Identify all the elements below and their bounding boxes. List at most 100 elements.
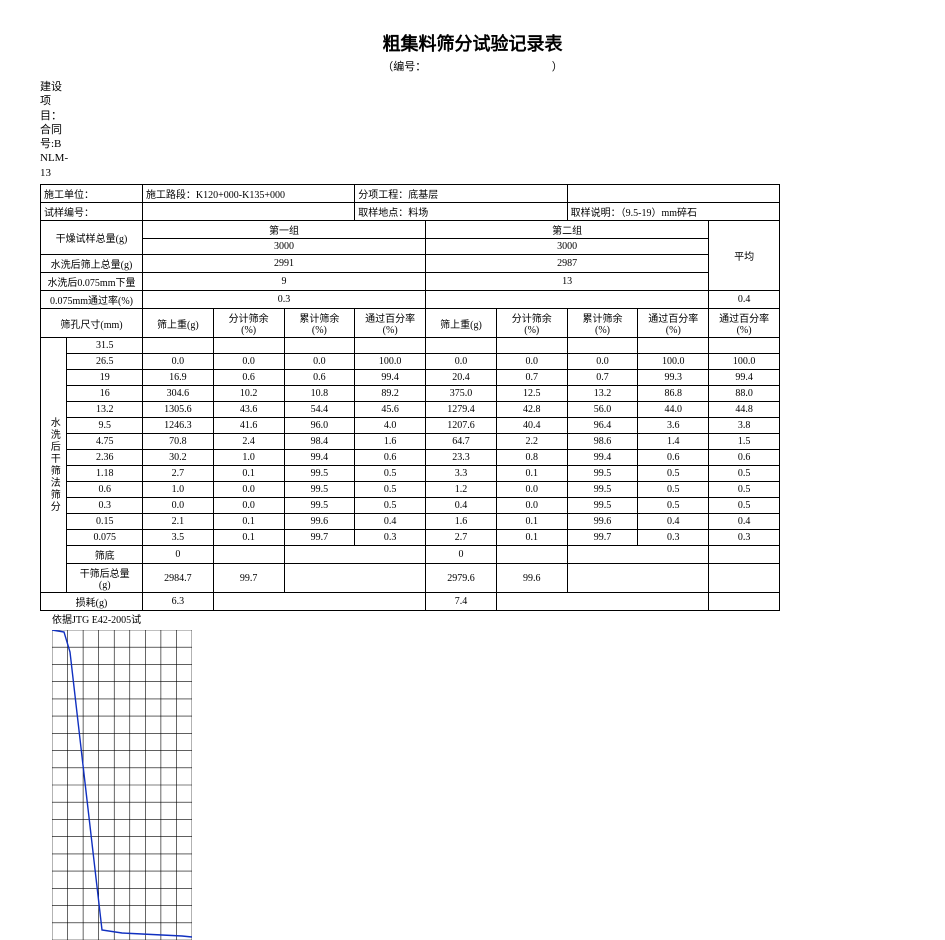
chart-area: 依据JTG E42-2005试	[52, 611, 192, 940]
id-open: （编号：	[382, 61, 426, 73]
data-cell: 99.5	[567, 466, 638, 482]
data-cell: 0.6	[638, 450, 709, 466]
data-cell: 0.8	[496, 450, 567, 466]
data-cell: 86.8	[638, 386, 709, 402]
data-cell: 0.0	[213, 482, 284, 498]
data-cell: 44.0	[638, 402, 709, 418]
col-header: 分计筛余(%)	[496, 309, 567, 338]
sieve-size: 26.5	[67, 354, 142, 370]
summary-val: 2987	[426, 255, 709, 273]
summary-val	[426, 291, 709, 309]
data-cell: 99.6	[284, 514, 355, 530]
data-cell: 42.8	[496, 402, 567, 418]
avg-value: 0.4	[709, 291, 780, 309]
data-cell: 1.5	[709, 434, 780, 450]
data-cell: 0.4	[709, 514, 780, 530]
summary-label: 水洗后筛上总量(g)	[41, 255, 143, 273]
data-cell: 99.3	[638, 370, 709, 386]
data-cell: 89.2	[355, 386, 426, 402]
meta-line: 目：	[40, 109, 905, 123]
data-cell	[496, 546, 567, 564]
sieve-size: 0.6	[67, 482, 142, 498]
data-cell: 2979.6	[426, 564, 497, 593]
avg-header: 平均	[709, 221, 780, 291]
data-cell: 3.5	[142, 530, 213, 546]
side-label: 水洗后干筛法筛分	[41, 338, 67, 593]
data-cell: 0.7	[496, 370, 567, 386]
data-cell: 88.0	[709, 386, 780, 402]
meta-line: 项	[40, 94, 905, 108]
data-cell: 1.4	[638, 434, 709, 450]
data-cell: 23.3	[426, 450, 497, 466]
data-cell: 0.6	[355, 450, 426, 466]
sieve-size: 0.3	[67, 498, 142, 514]
sieve-size: 19	[67, 370, 142, 386]
data-cell: 99.4	[567, 450, 638, 466]
data-cell: 99.6	[567, 514, 638, 530]
data-cell: 99.5	[567, 498, 638, 514]
summary-val: 3000	[142, 239, 425, 255]
blank-cell	[709, 593, 780, 611]
blank-cell	[567, 564, 709, 593]
data-cell: 0.5	[709, 482, 780, 498]
data-cell: 44.8	[709, 402, 780, 418]
data-cell: 0.0	[284, 354, 355, 370]
summary-label: 干燥试样总量(g)	[41, 221, 143, 255]
data-cell: 43.6	[213, 402, 284, 418]
data-cell: 375.0	[426, 386, 497, 402]
data-cell: 3.8	[709, 418, 780, 434]
meta-line: 建设	[40, 80, 905, 94]
data-cell: 99.5	[567, 482, 638, 498]
data-cell: 13.2	[567, 386, 638, 402]
data-cell: 0.5	[638, 466, 709, 482]
summary-val: 3000	[426, 239, 709, 255]
sieve-size: 2.36	[67, 450, 142, 466]
meta-block: 建设 项 目： 合同 号:B NLM- 13	[40, 80, 905, 180]
col-header: 筛上重(g)	[426, 309, 497, 338]
data-cell: 99.5	[284, 482, 355, 498]
data-cell: 0.1	[213, 466, 284, 482]
data-cell: 0.1	[496, 530, 567, 546]
info-cell: 分项工程：底基层	[355, 185, 567, 203]
data-cell: 0.0	[567, 354, 638, 370]
col-header: 通过百分率(%)	[638, 309, 709, 338]
data-cell	[709, 338, 780, 354]
info-cell	[567, 185, 779, 203]
bottom-label: 损耗(g)	[41, 593, 143, 611]
sieve-size: 4.75	[67, 434, 142, 450]
data-cell: 7.4	[426, 593, 497, 611]
bottom-label: 筛底	[67, 546, 142, 564]
data-cell: 0.4	[426, 498, 497, 514]
doc-id: （编号： ）	[40, 58, 905, 74]
summary-val: 9	[142, 273, 425, 291]
data-cell: 6.3	[142, 593, 213, 611]
group2-header: 第二组	[426, 221, 709, 239]
blank-cell	[284, 564, 426, 593]
group1-header: 第一组	[142, 221, 425, 239]
data-cell: 1.0	[213, 450, 284, 466]
data-cell: 0.5	[355, 466, 426, 482]
data-cell: 304.6	[142, 386, 213, 402]
data-cell: 98.6	[567, 434, 638, 450]
col-header: 通过百分率(%)	[355, 309, 426, 338]
meta-line: 号:B	[40, 137, 905, 151]
data-cell: 10.2	[213, 386, 284, 402]
info-cell	[142, 203, 354, 221]
sieve-size: 13.2	[67, 402, 142, 418]
data-cell: 99.7	[284, 530, 355, 546]
sieve-size: 9.5	[67, 418, 142, 434]
data-cell: 1.0	[142, 482, 213, 498]
data-cell: 41.6	[213, 418, 284, 434]
blank-cell	[567, 546, 709, 564]
page-title: 粗集料筛分试验记录表	[40, 30, 905, 56]
summary-label: 0.075mm通过率(%)	[41, 291, 143, 309]
data-cell: 99.7	[567, 530, 638, 546]
info-cell: 试样编号：	[41, 203, 143, 221]
data-cell	[638, 338, 709, 354]
data-cell: 0.3	[709, 530, 780, 546]
data-cell: 40.4	[496, 418, 567, 434]
data-cell: 99.6	[496, 564, 567, 593]
data-cell: 0.0	[142, 498, 213, 514]
data-cell: 99.5	[284, 498, 355, 514]
data-cell: 100.0	[709, 354, 780, 370]
